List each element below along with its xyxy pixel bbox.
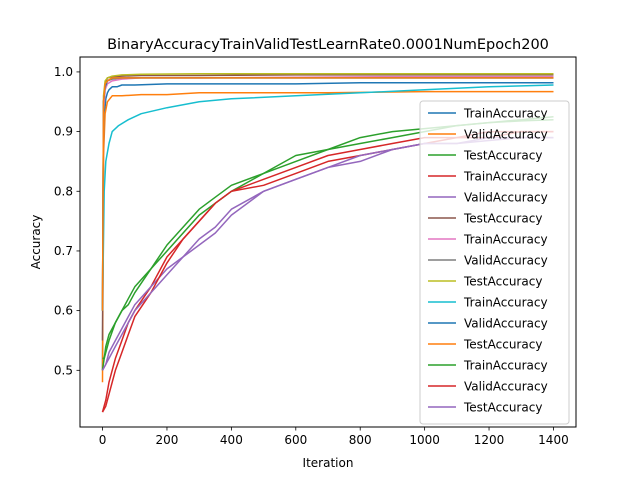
legend-label: ValidAccuracy (464, 191, 548, 205)
legend-label: TrainAccuracy (463, 296, 548, 310)
x-tick-label: 0 (99, 433, 107, 447)
y-axis: 0.5 0.6 0.7 0.8 0.9 1.0 (54, 65, 80, 377)
plot-area-frame (79, 56, 577, 428)
x-tick-label: 1000 (409, 433, 440, 447)
legend-label: TestAccuracy (463, 401, 542, 415)
y-tick-label: 0.9 (54, 125, 73, 139)
legend-label: ValidAccuracy (464, 380, 548, 394)
series-line-12 (101, 77, 554, 311)
legend-label: TestAccuracy (463, 212, 542, 226)
series-line-10 (101, 84, 554, 311)
legend-label: ValidAccuracy (464, 254, 548, 268)
legend-label: TrainAccuracy (463, 233, 548, 247)
y-tick-label: 0.5 (54, 363, 73, 377)
legend-label: TrainAccuracy (463, 107, 548, 121)
series-line-2 (101, 90, 554, 383)
x-tick-label: 1400 (538, 433, 569, 447)
legend-label: ValidAccuracy (464, 317, 548, 331)
legend-label: TestAccuracy (463, 275, 542, 289)
legend: TrainAccuracy ValidAccuracy TestAccuracy Tr… (419, 100, 570, 425)
legend-label: TrainAccuracy (463, 170, 548, 184)
legend-label: TestAccuracy (463, 338, 542, 352)
x-tick-label: 800 (349, 433, 372, 447)
y-tick-label: 0.8 (54, 184, 73, 198)
legend-label: TrainAccuracy (463, 359, 548, 373)
y-tick-label: 0.6 (54, 304, 73, 318)
x-tick-label: 1200 (474, 433, 505, 447)
x-tick-label: 200 (156, 433, 179, 447)
y-tick-label: 0.7 (54, 244, 73, 258)
series-line-1 (101, 81, 554, 371)
chart-title: BinaryAccuracyTrainValidTestLearnRate0.0… (107, 37, 549, 53)
x-tick-label: 400 (220, 433, 243, 447)
y-tick-label: 1.0 (54, 65, 73, 79)
x-axis: 0 200 400 600 800 1000 1200 1400 (99, 427, 569, 447)
legend-box (419, 100, 570, 425)
y-axis-label: Accuracy (29, 215, 43, 270)
legend-label: ValidAccuracy (464, 128, 548, 142)
legend-label: TestAccuracy (463, 149, 542, 163)
x-axis-label: Iteration (303, 456, 354, 470)
x-tick-label: 600 (284, 433, 307, 447)
